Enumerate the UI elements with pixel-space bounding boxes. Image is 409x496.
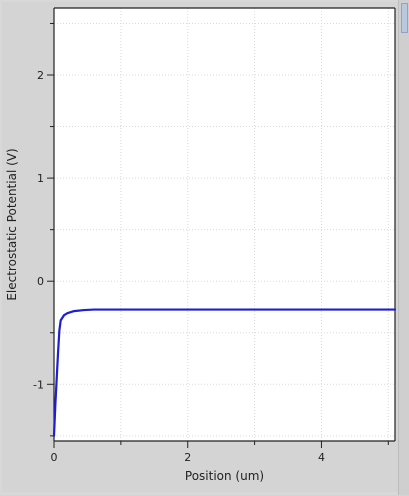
line-chart: Position (um) Electrostatic Potential (V… bbox=[5, 7, 397, 483]
y-tick-label: -1 bbox=[33, 378, 44, 391]
labels-layer: Position (um) Electrostatic Potential (V… bbox=[5, 69, 325, 483]
grid-layer bbox=[54, 8, 395, 441]
y-tick-label: 1 bbox=[37, 172, 44, 185]
series-layer bbox=[52, 308, 397, 437]
y-tick-label: 2 bbox=[37, 69, 44, 82]
plot-area bbox=[54, 8, 395, 441]
x-tick-label: 2 bbox=[184, 451, 191, 464]
y-axis-title: Electrostatic Potential (V) bbox=[5, 148, 19, 300]
x-tick-label: 0 bbox=[51, 451, 58, 464]
x-axis-title: Position (um) bbox=[185, 469, 264, 483]
panel-accent bbox=[401, 3, 408, 33]
series-line-1 bbox=[52, 308, 397, 437]
plot-frame: Position (um) Electrostatic Potential (V… bbox=[2, 2, 398, 492]
x-tick-label: 4 bbox=[318, 451, 325, 464]
side-panel bbox=[398, 0, 409, 495]
axes-layer bbox=[47, 7, 396, 448]
y-tick-label: 0 bbox=[37, 275, 44, 288]
